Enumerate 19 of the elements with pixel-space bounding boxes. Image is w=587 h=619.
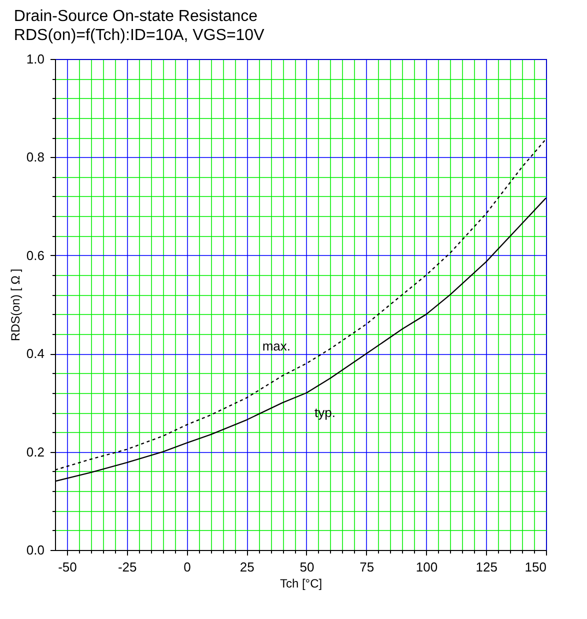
y-tick-label: 0.4 xyxy=(26,346,44,362)
x-tick-label: -50 xyxy=(58,560,77,574)
x-axis-title: Tch [°C] xyxy=(280,576,322,590)
x-tick-label: 100 xyxy=(416,560,438,574)
x-tick-label: 0 xyxy=(184,560,191,574)
y-tick-label: 0.0 xyxy=(26,542,44,558)
x-tick-label: 50 xyxy=(300,560,314,574)
x-tick-label: 75 xyxy=(360,560,374,574)
x-tick-label: 150 xyxy=(524,560,546,574)
x-tick-label: -25 xyxy=(118,560,137,574)
chart-subtitle: RDS(on)=f(Tch):ID=10A, VGS=10V xyxy=(14,27,265,44)
y-tick-label: 0.6 xyxy=(26,248,44,263)
y-tick-label: 1.0 xyxy=(26,52,44,66)
x-tick-label: 125 xyxy=(476,560,498,574)
x-tick-label: 25 xyxy=(240,560,254,574)
y-axis-title: RDS(on) [ Ω ] xyxy=(8,268,22,342)
chart-title: Drain-Source On-state Resistance xyxy=(14,8,258,25)
y-tick-label: 0.8 xyxy=(26,150,44,165)
y-tick-label: 0.2 xyxy=(26,444,44,460)
